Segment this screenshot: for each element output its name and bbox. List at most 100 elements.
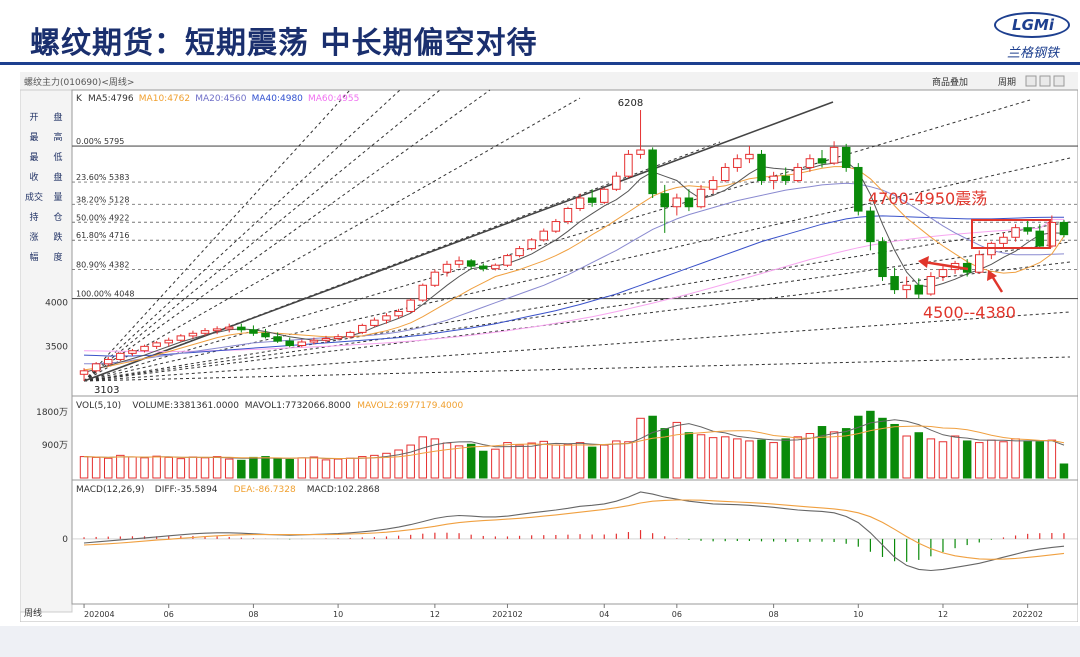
x-tick-label: 06	[672, 610, 682, 619]
volume-bar	[128, 456, 137, 479]
x-tick-label: 10	[333, 610, 343, 619]
volume-bar	[176, 458, 186, 479]
volume-bar	[962, 440, 972, 479]
legend-item: MACD:102.2868	[307, 485, 380, 495]
volume-bar	[902, 435, 911, 479]
volume-bar	[866, 410, 875, 479]
candle-body	[829, 146, 839, 164]
support-arrow-2	[990, 275, 1004, 293]
info-label: 最	[29, 132, 38, 143]
candle-body	[660, 193, 669, 208]
candle-body	[418, 284, 428, 301]
legend-item: MA40:4980	[252, 94, 304, 104]
fan-line	[84, 356, 1071, 382]
volume-bar	[358, 456, 367, 479]
price-tick: 4000	[45, 299, 68, 309]
candle-body	[103, 358, 113, 365]
volume-bar	[285, 458, 294, 479]
volume-bar	[841, 428, 851, 479]
candle-body	[1047, 221, 1057, 247]
volume-bar	[418, 436, 428, 479]
volume-bar	[890, 423, 899, 479]
info-label: 成交	[25, 191, 43, 203]
ma60-line	[83, 218, 1064, 353]
candle-body	[164, 339, 173, 344]
volume-bar	[672, 421, 682, 479]
candle-body	[454, 260, 464, 265]
volume-bar	[309, 456, 319, 479]
volume-bar	[612, 440, 621, 479]
candlestick-series	[79, 110, 1069, 382]
volume-bar	[212, 456, 222, 479]
overlay-button[interactable]: 商品叠加	[932, 76, 968, 88]
volume-bar	[793, 436, 803, 479]
candle-body	[769, 175, 778, 182]
candle-body	[890, 276, 899, 291]
candle-body	[805, 158, 815, 168]
volume-bar	[551, 444, 561, 479]
candle-body	[914, 284, 924, 295]
volume-bar	[454, 445, 464, 479]
x-tick-label: 12	[430, 610, 440, 619]
x-tick-label: 12	[938, 610, 948, 619]
slide-title: 螺纹期货：短期震荡 中长期偏空对待	[30, 26, 538, 61]
futures-chart: 螺纹主力(010690)<周线> 商品叠加 周期 开盘最 高最 低收 盘成交 量持 仓涨跌…	[20, 72, 1078, 622]
candle-body	[370, 319, 379, 326]
candle-body	[1059, 221, 1069, 236]
candle-body	[575, 197, 585, 209]
x-tick-label: 08	[248, 610, 258, 619]
candle-body	[503, 255, 512, 266]
minimize-icon[interactable]	[1025, 75, 1037, 87]
candle-body	[1035, 230, 1045, 247]
volume-bar	[200, 457, 210, 479]
volume-bar	[938, 441, 948, 479]
candle-body	[406, 299, 415, 312]
fan-line	[83, 97, 581, 382]
candle-body	[733, 158, 742, 168]
candle-body	[466, 260, 476, 267]
candle-body	[745, 153, 754, 160]
info-label: 收	[29, 171, 38, 183]
fib-level-label: 50.00% 4922	[76, 213, 129, 222]
grid-icon[interactable]	[1039, 75, 1051, 87]
candle-body	[237, 326, 246, 331]
price-tick: 3500	[45, 342, 68, 352]
volume-bar	[261, 456, 270, 479]
mavol2-line	[83, 425, 1065, 460]
volume-bar	[708, 437, 718, 479]
volume-bar	[79, 456, 89, 479]
volume-bar	[140, 457, 149, 479]
fan-line	[83, 89, 441, 382]
legend-item: MA60:4955	[308, 94, 359, 104]
x-tick-label: 10	[853, 610, 863, 619]
volume-bar	[1059, 463, 1069, 479]
info-label: 涨	[29, 232, 38, 243]
range-annotation: 4700-4950震荡	[868, 189, 987, 208]
volume-bar	[345, 457, 355, 479]
period-button[interactable]: 周期	[998, 77, 1016, 88]
volume-bar	[406, 444, 415, 479]
candle-body	[878, 241, 887, 278]
logo-wordmark: LGMi	[1012, 16, 1054, 34]
x-tick-label: 06	[164, 610, 174, 619]
volume-bar	[696, 434, 706, 479]
candle-body	[987, 242, 996, 256]
candle-body	[273, 336, 282, 342]
candle-body	[757, 153, 766, 182]
volume-bars	[79, 410, 1069, 479]
volume-bar	[769, 442, 778, 479]
candle-body	[212, 328, 222, 332]
x-tick-label: 202102	[492, 610, 523, 619]
x-tick-label: 08	[769, 610, 779, 619]
volume-bar	[1023, 440, 1032, 479]
info-label: 低	[53, 151, 62, 163]
volume-bar	[382, 452, 391, 479]
macd-diff-line	[83, 491, 1065, 572]
volume-bar	[563, 443, 573, 479]
legend-label: K	[76, 94, 83, 104]
candle-body	[188, 332, 198, 337]
ma20-line	[84, 182, 1065, 365]
candle-body	[1023, 227, 1032, 232]
close-icon[interactable]	[1053, 75, 1065, 87]
info-label: 最	[29, 152, 38, 163]
